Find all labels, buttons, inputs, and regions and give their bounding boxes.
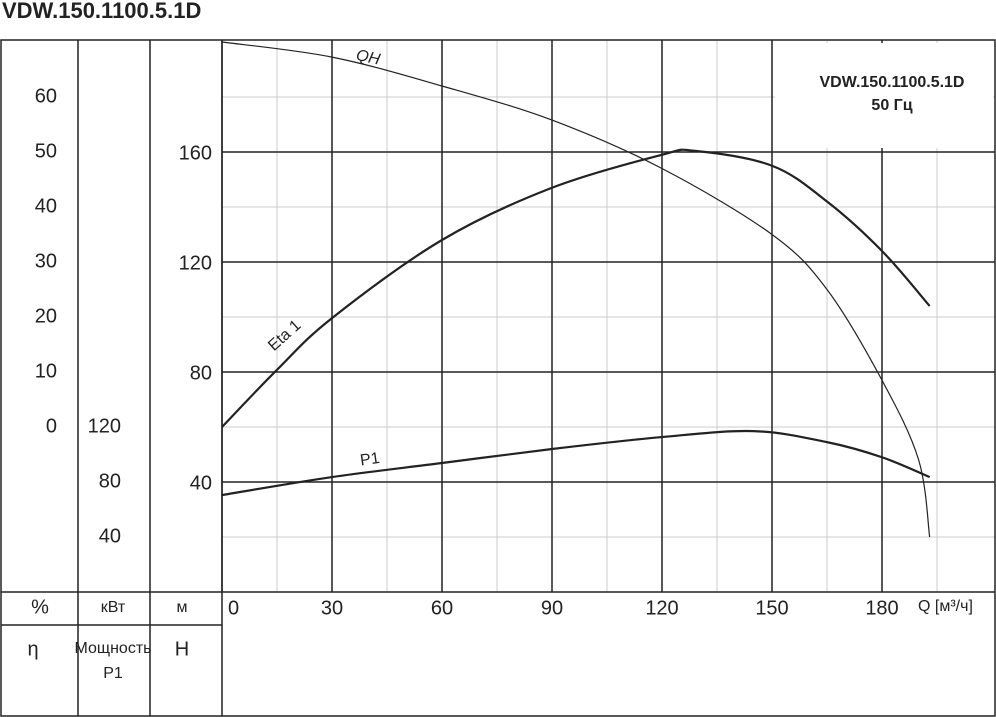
y-label: H [175, 638, 189, 660]
curve-label: QH [355, 47, 382, 69]
label-box [775, 43, 993, 148]
y2-unit: % [31, 596, 49, 618]
y-tick-label: 40 [190, 472, 212, 494]
x-tick-label: 60 [431, 597, 453, 619]
x-tick-label: 30 [321, 597, 343, 619]
y-tick-label: 120 [179, 252, 212, 274]
y3-label: Мощность [75, 640, 152, 657]
y-tick-label: 80 [190, 362, 212, 384]
y2-label: η [27, 638, 38, 660]
x-tick-label: 90 [541, 597, 563, 619]
y2-tick-label: 10 [35, 360, 57, 382]
y2-tick-label: 20 [35, 305, 57, 327]
x-tick-label: 0 [228, 597, 239, 619]
annotation: VDW.150.1100.5.1D [820, 74, 965, 91]
y2-tick-label: 40 [35, 195, 57, 217]
x-tick-label: 120 [645, 597, 678, 619]
y3-tick-label: 120 [88, 415, 121, 437]
y-tick-label: 160 [179, 142, 212, 164]
y3-tick-label: 40 [99, 525, 121, 547]
y2-tick-label: 50 [35, 140, 57, 162]
y3-unit: кВт [101, 599, 126, 616]
y3-label: P1 [103, 665, 123, 682]
x-tick-label: 150 [755, 597, 788, 619]
y3-tick-label: 80 [99, 470, 121, 492]
y2-tick-label: 0 [46, 415, 57, 437]
annotation: 50 Гц [871, 97, 912, 114]
y-unit: м [177, 599, 188, 616]
curve [221, 148, 931, 428]
curve [221, 41, 931, 538]
frame [0, 39, 996, 717]
y2-tick-label: 60 [35, 85, 57, 107]
curve [221, 429, 931, 497]
curve-label: P1 [359, 450, 381, 470]
y2-tick-label: 30 [35, 250, 57, 272]
x-tick-label: 180 [865, 597, 898, 619]
chart-title: VDW.150.1100.5.1D [2, 0, 201, 23]
x-label: Q [м³/ч] [918, 598, 973, 615]
